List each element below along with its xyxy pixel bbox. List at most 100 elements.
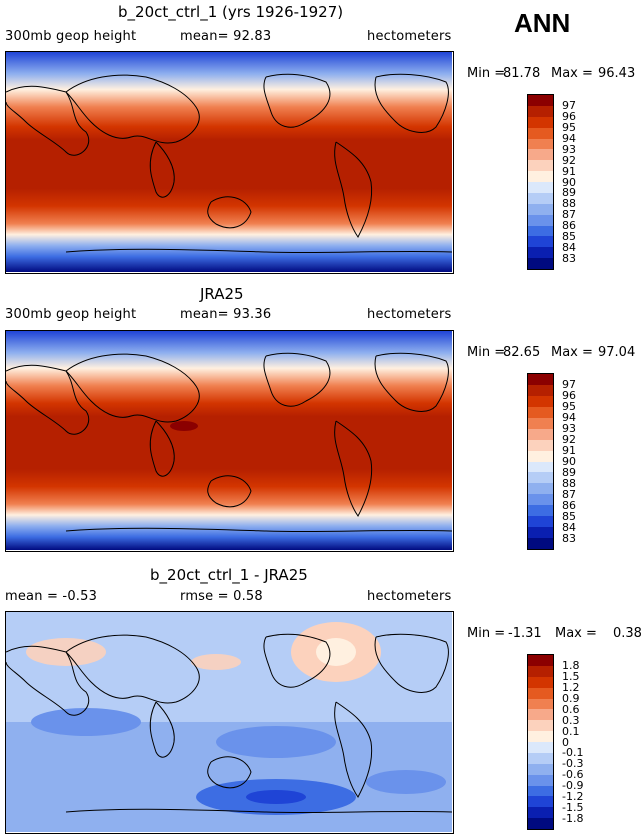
colorbar-swatch bbox=[528, 494, 553, 506]
colorbar-tick-label: 91 bbox=[562, 164, 576, 178]
colorbar-tick-label: 1.2 bbox=[562, 681, 580, 695]
colorbar-tick-label: 83 bbox=[562, 531, 576, 545]
colorbar-tick-label: 87 bbox=[562, 208, 576, 222]
colorbar-tick-label: 97 bbox=[562, 99, 576, 113]
colorbar-swatch bbox=[528, 774, 553, 786]
colorbar-tick-label: 0.6 bbox=[562, 702, 580, 716]
colorbar-swatch bbox=[528, 538, 553, 549]
colorbar-tick-label: 96 bbox=[562, 389, 576, 403]
panel-3-mean-label: mean = -0.53 bbox=[5, 589, 98, 604]
colorbar-swatch bbox=[528, 116, 553, 128]
colorbar-tick-label: 88 bbox=[562, 197, 576, 211]
colorbar-tick-label: 89 bbox=[562, 465, 576, 479]
colorbar-tick-label: -0.3 bbox=[562, 757, 584, 771]
colorbar-swatch bbox=[528, 95, 553, 106]
colorbar-swatch bbox=[528, 395, 553, 407]
panel-2-max-value: 97.04 bbox=[598, 345, 636, 360]
panel-1-min-value: 81.78 bbox=[503, 66, 541, 81]
panel-1-title: b_20ct_ctrl_1 (yrs 1926-1927) bbox=[118, 3, 344, 21]
colorbar-swatch bbox=[528, 676, 553, 688]
colorbar-swatch bbox=[528, 406, 553, 418]
colorbar-swatch bbox=[528, 225, 553, 237]
panel-3-title: b_20ct_ctrl_1 - JRA25 bbox=[150, 566, 308, 584]
colorbar-tick-label: 84 bbox=[562, 240, 576, 254]
colorbar-tick-label: 92 bbox=[562, 153, 576, 167]
colorbar-swatch bbox=[528, 171, 553, 182]
colorbar-swatch bbox=[528, 127, 553, 139]
colorbar-swatch bbox=[528, 763, 553, 775]
panel-1-mean-label: mean= 92.83 bbox=[180, 29, 272, 44]
colorbar-tick-label: -1.2 bbox=[562, 789, 584, 803]
colorbar-tick-label: 95 bbox=[562, 121, 576, 135]
colorbar-swatch bbox=[528, 818, 553, 829]
colorbar-swatch bbox=[528, 192, 553, 204]
colorbar-tick-label: 87 bbox=[562, 487, 576, 501]
panel-2-units-label: hectometers bbox=[367, 307, 452, 322]
colorbar-swatch bbox=[528, 258, 553, 269]
colorbar-swatch bbox=[528, 505, 553, 517]
colorbar-swatch bbox=[528, 527, 553, 539]
panel-2-coastlines bbox=[6, 352, 452, 533]
colorbar-swatch bbox=[528, 160, 553, 172]
panel-1-units-label: hectometers bbox=[367, 29, 452, 44]
panel-3-coastlines bbox=[6, 633, 452, 814]
colorbar-swatch bbox=[528, 236, 553, 248]
colorbar-tick-label: -0.9 bbox=[562, 779, 584, 792]
panel-1-min-label: Min = bbox=[467, 66, 506, 81]
colorbar-tick-label: 88 bbox=[562, 476, 576, 490]
colorbar-tick-label: 1.8 bbox=[562, 659, 580, 673]
panel-3-min-label: Min = bbox=[467, 626, 506, 641]
colorbar-swatch bbox=[528, 247, 553, 259]
panel-3-map bbox=[5, 611, 454, 834]
colorbar-swatch bbox=[528, 796, 553, 808]
panel-1-map bbox=[5, 51, 454, 274]
panel-2-field-svg bbox=[6, 331, 452, 550]
annual-label: ANN bbox=[514, 8, 571, 38]
panel-1-colorbar bbox=[527, 94, 554, 270]
colorbar-swatch bbox=[528, 384, 553, 396]
colorbar-swatch bbox=[528, 149, 553, 161]
colorbar-swatch bbox=[528, 807, 553, 819]
panel-3-field-svg bbox=[6, 612, 452, 832]
panel-1-variable-label: 300mb geop height bbox=[5, 29, 137, 44]
colorbar-tick-label: 90 bbox=[562, 455, 576, 468]
colorbar-swatch bbox=[528, 214, 553, 226]
colorbar-swatch bbox=[528, 461, 553, 473]
colorbar-tick-label: 83 bbox=[562, 251, 576, 265]
colorbar-swatch bbox=[528, 105, 553, 117]
panel-2-mean-label: mean= 93.36 bbox=[180, 307, 272, 322]
colorbar-tick-label: -1.5 bbox=[562, 800, 584, 814]
panel-2-max-label: Max = bbox=[551, 345, 593, 360]
colorbar-tick-label: 94 bbox=[562, 132, 576, 145]
panel-2-title: JRA25 bbox=[200, 285, 244, 303]
colorbar-tick-label: 97 bbox=[562, 378, 576, 392]
panel-3-max-label: Max = bbox=[555, 626, 597, 641]
colorbar-swatch bbox=[528, 203, 553, 215]
colorbar-swatch bbox=[528, 182, 553, 193]
colorbar-tick-label: 92 bbox=[562, 433, 576, 447]
colorbar-swatch bbox=[528, 655, 553, 666]
colorbar-swatch bbox=[528, 138, 553, 150]
colorbar-tick-label: 95 bbox=[562, 400, 576, 414]
colorbar-tick-label: 0 bbox=[562, 735, 569, 749]
colorbar-tick-label: 86 bbox=[562, 498, 576, 512]
colorbar-swatch bbox=[528, 709, 553, 721]
colorbar-tick-label: 0.1 bbox=[562, 724, 580, 738]
colorbar-swatch bbox=[528, 516, 553, 528]
colorbar-swatch bbox=[528, 450, 553, 462]
panel-3-max-value: 0.38 bbox=[613, 626, 642, 641]
colorbar-swatch bbox=[528, 472, 553, 484]
panel-2-colorbar bbox=[527, 373, 554, 550]
colorbar-tick-label: -1.8 bbox=[562, 811, 584, 825]
panel-2-min-label: Min = bbox=[467, 345, 506, 360]
colorbar-swatch bbox=[528, 374, 553, 385]
colorbar-tick-label: 96 bbox=[562, 110, 576, 124]
colorbar-swatch bbox=[528, 428, 553, 440]
colorbar-tick-label: 89 bbox=[562, 186, 576, 200]
colorbar-tick-label: 85 bbox=[562, 229, 576, 243]
colorbar-tick-label: 94 bbox=[562, 411, 576, 425]
colorbar-tick-label: -0.6 bbox=[562, 768, 584, 782]
panel-1-max-value: 96.43 bbox=[598, 66, 636, 81]
colorbar-tick-label: -0.1 bbox=[562, 746, 584, 760]
colorbar-swatch bbox=[528, 720, 553, 732]
